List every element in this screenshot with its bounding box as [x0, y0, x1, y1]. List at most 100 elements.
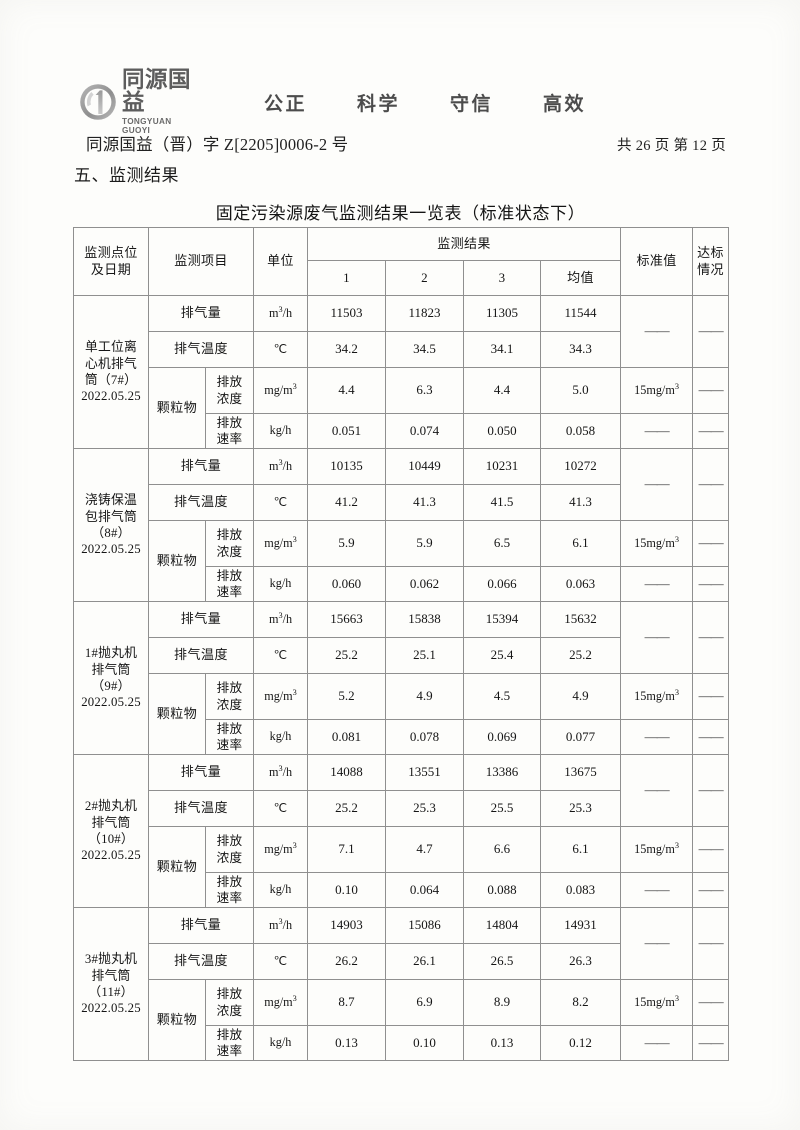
cell-item-particulate: 颗粒物	[148, 826, 206, 908]
cell-rate-run1: 0.081	[307, 719, 387, 755]
cell-conc-run3: 6.6	[463, 826, 542, 873]
cell-rate-run3: 0.069	[463, 719, 542, 755]
cell-item-flow: 排气量	[147, 295, 255, 332]
cell-item-temp: 排气温度	[147, 484, 255, 521]
cell-rate-run2: 0.074	[385, 413, 465, 449]
report-number: 同源国益（晋）字 Z[2205]0006-2 号	[86, 135, 349, 154]
cell-rate-mean: 0.12	[540, 1025, 622, 1061]
table-row: 排气温度 ℃ 26.2 26.1 26.5 26.3	[74, 943, 729, 980]
table-row: 颗粒物 排放 浓度 mg/m3 5.2 4.9 4.5 4.9 15mg/m3 ——	[74, 673, 730, 755]
cell-rate-run2: 0.064	[385, 872, 465, 908]
slogan-4: 高效	[543, 92, 587, 115]
cell-unit-temp: ℃	[253, 484, 309, 521]
cell-point-date: 浇铸保温 包排气筒 （8#） 2022.05.25	[73, 448, 149, 602]
table-row: 排放 速率 kg/h 0.081 0.078 0.069 0.077 —— ——	[74, 719, 730, 755]
cell-unit-flow: m3/h	[253, 907, 309, 944]
cell-sub-rate: 排放 速率	[204, 719, 255, 755]
cell-standard-particulate: 15mg/m3	[620, 673, 694, 720]
point-line: 2022.05.25	[81, 389, 141, 404]
cell-conc-run3: 4.5	[463, 673, 542, 720]
cell-flow-run1: 14903	[307, 907, 387, 944]
point-line: 排气筒	[91, 815, 131, 830]
table-row: 排放 速率 kg/h 0.060 0.062 0.066 0.063 —— ——	[74, 566, 730, 602]
cell-temp-run2: 25.1	[385, 637, 465, 674]
cell-compliance-rate-none: ——	[692, 413, 730, 449]
cell-flow-run3: 11305	[463, 295, 542, 332]
cell-conc-run1: 8.7	[307, 979, 387, 1026]
page-sheet: 同源国益 TONGYUAN GUOYI 公正 科学 守信 高效 同源国益（晋）字…	[73, 68, 730, 1061]
point-line: （9#）	[91, 679, 131, 693]
cell-rate-run1: 0.10	[307, 872, 387, 908]
cell-sub-concentration: 排放 浓度	[204, 367, 255, 414]
table-title: 固定污染源废气监测结果一览表（标准状态下）	[215, 204, 586, 223]
slogan-1: 公正	[264, 92, 308, 115]
table-row: 颗粒物 排放 浓度 mg/m3 8.7 6.9 8.9 8.2 15mg/m3 ——	[74, 979, 730, 1061]
cell-temp-mean: 26.3	[540, 943, 622, 980]
cell-temp-run1: 41.2	[307, 484, 387, 521]
cell-compliance-none: ——	[692, 295, 730, 368]
cell-temp-mean: 34.3	[540, 331, 622, 368]
cell-item-flow: 排气量	[147, 907, 255, 944]
slogan-group: 公正 科学 守信 高效	[264, 89, 726, 116]
point-line: 筒（7#）	[84, 373, 138, 387]
header-row-1: 监测点位 及日期 监测项目 单位 监测结果 标准值 达标 情况	[73, 227, 730, 296]
cell-compliance-particulate: ——	[692, 367, 730, 414]
cell-unit-flow: m3/h	[253, 754, 309, 791]
cell-item-flow: 排气量	[147, 601, 255, 638]
cell-sub-rate: 排放 速率	[204, 872, 255, 908]
cell-flow-run3: 13386	[463, 754, 542, 791]
cell-conc-mean: 8.2	[540, 979, 622, 1026]
cell-sub-rate: 排放 速率	[204, 566, 255, 602]
cell-unit-concentration: mg/m3	[253, 826, 309, 873]
cell-unit-temp: ℃	[253, 943, 309, 980]
cell-standard-rate-none: ——	[620, 413, 694, 449]
cell-unit-rate: kg/h	[253, 566, 309, 602]
point-line: 1#抛丸机	[84, 646, 138, 661]
cell-flow-run1: 15663	[307, 601, 387, 638]
cell-temp-run2: 26.1	[385, 943, 465, 980]
cell-conc-run2: 6.9	[385, 979, 465, 1026]
cell-temp-run3: 34.1	[463, 331, 542, 368]
cell-item-temp: 排气温度	[147, 331, 255, 368]
cell-standard-rate-none: ——	[620, 566, 694, 602]
cell-unit-temp: ℃	[253, 331, 309, 368]
cell-flow-mean: 11544	[540, 295, 622, 332]
point-line: （8#）	[91, 526, 131, 540]
cell-rate-mean: 0.083	[540, 872, 622, 908]
cell-compliance-particulate: ——	[692, 979, 730, 1026]
cell-compliance-none: ——	[692, 907, 730, 980]
cell-rate-mean: 0.058	[540, 413, 622, 449]
cell-unit-temp: ℃	[253, 790, 309, 827]
table-row: 排放 速率 kg/h 0.13 0.10 0.13 0.12 —— ——	[74, 1025, 730, 1061]
cell-standard-particulate: 15mg/m3	[620, 367, 694, 414]
cell-compliance-none: ——	[692, 448, 730, 521]
cell-flow-run2: 15838	[385, 601, 465, 638]
cell-rate-run3: 0.066	[463, 566, 542, 602]
point-line: 2022.05.25	[81, 695, 141, 710]
cell-rate-run3: 0.050	[463, 413, 542, 449]
cell-conc-run1: 5.9	[307, 520, 387, 567]
cell-compliance-rate-none: ——	[692, 1025, 730, 1061]
table-row: 颗粒物 排放 浓度 mg/m3 4.4 6.3 4.4 5.0 15mg/m3 ——	[74, 367, 730, 449]
cell-standard-rate-none: ——	[620, 1025, 694, 1061]
cell-item-temp: 排气温度	[147, 790, 255, 827]
cell-standard-particulate: 15mg/m3	[620, 826, 694, 873]
cell-sub-concentration: 排放 浓度	[204, 673, 255, 720]
cell-conc-run3: 4.4	[463, 367, 542, 414]
table-body: 单工位离 心机排气 筒（7#） 2022.05.25 排气量 m3/h 11503 11823…	[73, 295, 730, 1061]
cell-conc-mean: 4.9	[540, 673, 622, 720]
cell-rate-run2: 0.062	[385, 566, 465, 602]
cell-conc-mean: 6.1	[540, 826, 622, 873]
cell-temp-run1: 34.2	[307, 331, 387, 368]
th-run-2: 2	[385, 260, 465, 296]
th-point-date: 监测点位 及日期	[73, 227, 149, 296]
point-line: 排气筒	[91, 968, 131, 983]
cell-flow-run2: 15086	[385, 907, 465, 944]
cell-conc-run1: 4.4	[307, 367, 387, 414]
cell-flow-run1: 10135	[307, 448, 387, 485]
cell-point-date: 单工位离 心机排气 筒（7#） 2022.05.25	[73, 295, 149, 449]
cell-conc-run1: 5.2	[307, 673, 387, 720]
document-meta-line: 同源国益（晋）字 Z[2205]0006-2 号 共 26 页 第 12 页	[86, 131, 726, 155]
point-line: 2#抛丸机	[84, 799, 138, 814]
page-indicator: 共 26 页 第 12 页	[616, 138, 726, 154]
